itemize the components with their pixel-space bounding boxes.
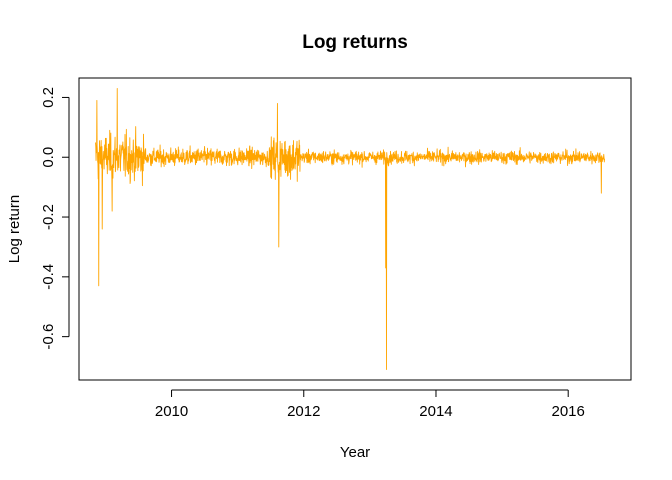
x-tick-label: 2012 — [287, 403, 320, 420]
series-layer — [95, 88, 606, 370]
x-tick-label: 2010 — [155, 403, 188, 420]
x-tick-label: 2016 — [552, 403, 585, 420]
y-tick-label: -0.4 — [40, 264, 57, 290]
y-tick-label: -0.2 — [40, 204, 57, 230]
x-axis-label: Year — [340, 444, 370, 461]
y-tick-label: -0.6 — [40, 324, 57, 350]
y-tick-label: 0.2 — [40, 87, 57, 108]
y-axis: 0.2 0.0 -0.2 -0.4 -0.6 — [40, 87, 70, 350]
x-tick-label: 2014 — [419, 403, 452, 420]
log-return-series-line — [95, 88, 606, 370]
plot-frame — [78, 77, 632, 381]
chart-title: Log returns — [302, 32, 408, 53]
y-tick-label: 0.0 — [40, 147, 57, 168]
x-axis: 2010 2012 2014 2016 — [155, 389, 585, 420]
y-axis-label: Log return — [6, 195, 23, 263]
